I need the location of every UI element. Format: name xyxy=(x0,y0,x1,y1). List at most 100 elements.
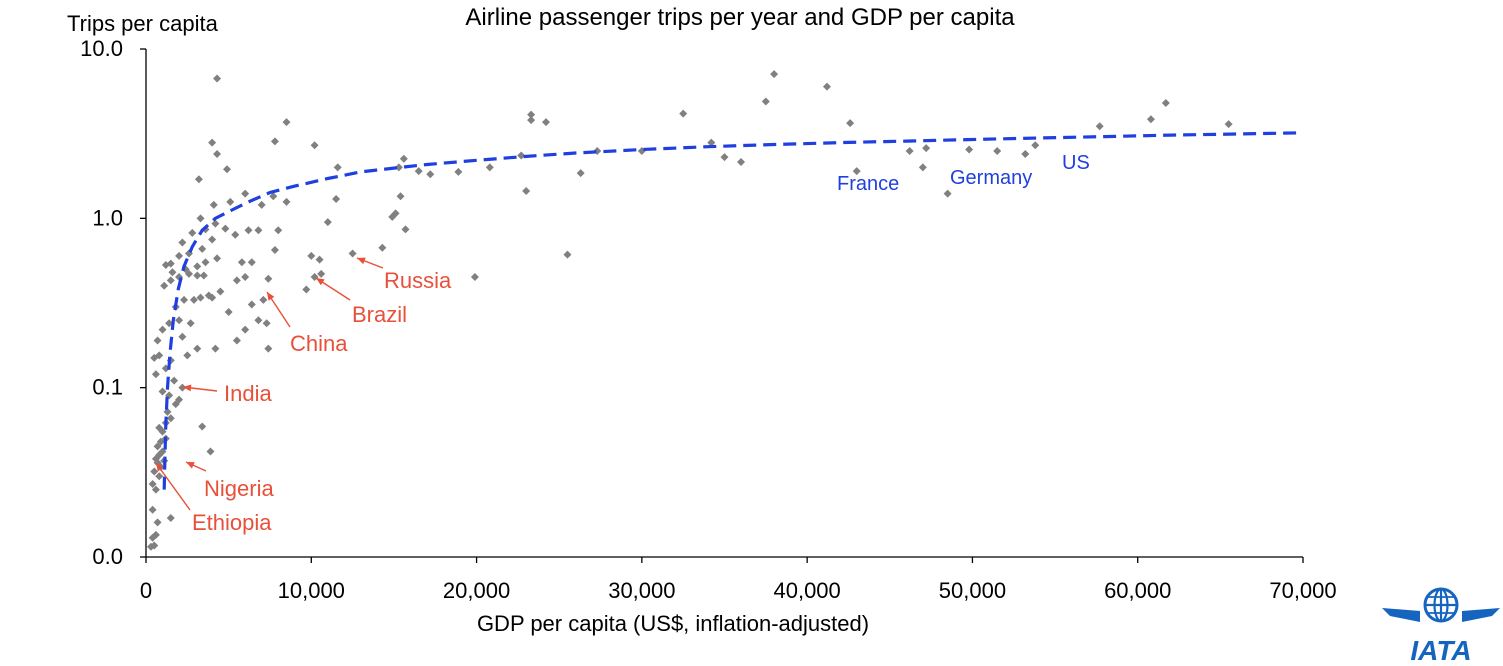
data-point xyxy=(679,109,688,118)
data-point xyxy=(151,530,160,539)
data-point xyxy=(315,255,324,264)
data-point xyxy=(161,261,170,270)
data-point xyxy=(211,344,220,353)
data-point xyxy=(720,153,729,162)
data-point xyxy=(231,230,240,239)
x-tick-label: 10,000 xyxy=(278,578,345,603)
data-point xyxy=(213,254,222,263)
annotation-russia: Russia xyxy=(384,268,452,293)
data-point xyxy=(918,163,927,172)
data-point xyxy=(396,192,405,201)
data-point xyxy=(208,138,217,147)
data-point xyxy=(186,319,195,328)
data-point xyxy=(414,167,423,176)
data-point xyxy=(737,158,746,167)
y-tick-label: 1.0 xyxy=(92,205,123,230)
data-point xyxy=(153,518,162,527)
data-point xyxy=(761,97,770,106)
data-point xyxy=(576,169,585,178)
x-tick-label: 50,000 xyxy=(939,578,1006,603)
data-point xyxy=(148,505,157,514)
data-point xyxy=(846,119,855,128)
data-point xyxy=(155,472,164,481)
data-points xyxy=(146,70,1233,551)
data-point xyxy=(237,258,246,267)
data-point xyxy=(943,189,952,198)
annotation-ethiopia: Ethiopia xyxy=(192,510,272,535)
data-point xyxy=(922,144,931,153)
data-point xyxy=(196,293,205,302)
data-point xyxy=(216,287,225,296)
wings-icon xyxy=(1382,608,1500,622)
annotation-arrowhead xyxy=(183,384,192,392)
annotation-arrowhead xyxy=(156,463,164,472)
annotation-arrowhead xyxy=(357,257,366,265)
data-point xyxy=(148,479,157,488)
data-point xyxy=(247,300,256,309)
data-point xyxy=(180,295,189,304)
data-point xyxy=(348,249,357,258)
data-point xyxy=(391,209,400,218)
x-tick-label: 30,000 xyxy=(608,578,675,603)
data-point xyxy=(193,262,202,271)
x-tick-label: 70,000 xyxy=(1269,578,1336,603)
data-point xyxy=(198,244,207,253)
data-point xyxy=(168,268,177,277)
data-point xyxy=(201,258,210,267)
data-point xyxy=(158,387,167,396)
data-point xyxy=(151,485,160,494)
annotation-brazil: Brazil xyxy=(352,302,407,327)
x-tick-label: 20,000 xyxy=(443,578,510,603)
data-point xyxy=(254,316,263,325)
data-point xyxy=(852,167,861,176)
data-point xyxy=(211,219,220,228)
data-point xyxy=(770,70,779,79)
data-point xyxy=(165,319,174,328)
data-point xyxy=(199,271,208,280)
data-point xyxy=(170,376,179,385)
data-point xyxy=(965,145,974,154)
data-point xyxy=(178,383,187,392)
data-point xyxy=(378,243,387,252)
data-point xyxy=(166,276,175,285)
data-point xyxy=(151,370,160,379)
data-point xyxy=(333,163,342,172)
data-point xyxy=(262,319,271,328)
data-point xyxy=(175,395,184,404)
globe-icon xyxy=(1423,587,1459,623)
data-point xyxy=(198,422,207,431)
data-point xyxy=(527,116,536,125)
data-point xyxy=(232,276,241,285)
annotation-us: US xyxy=(1062,152,1090,174)
data-point xyxy=(332,195,341,204)
data-point xyxy=(178,332,187,341)
data-point xyxy=(323,218,332,227)
data-point xyxy=(307,251,316,260)
x-tick-label: 60,000 xyxy=(1104,578,1171,603)
y-axis-ticks: 0.0 0.1 1.0 10.0 xyxy=(80,36,146,569)
x-axis-ticks: 0 10,000 20,000 30,000 40,000 50,000 60,000 70,… xyxy=(140,557,1337,603)
data-point xyxy=(196,214,205,223)
data-point xyxy=(399,154,408,163)
annotation-arrowhead xyxy=(267,292,275,301)
data-point xyxy=(241,189,250,198)
x-tick-label: 0 xyxy=(140,578,152,603)
data-point xyxy=(193,271,202,280)
data-point xyxy=(270,246,279,255)
data-point xyxy=(707,138,716,147)
data-point xyxy=(175,251,184,260)
annotation-china: China xyxy=(290,331,348,356)
y-tick-label: 10.0 xyxy=(80,36,123,61)
logo-text: IATA xyxy=(1410,635,1471,666)
axes xyxy=(145,49,1303,558)
data-point xyxy=(254,226,263,235)
data-point xyxy=(401,225,410,234)
data-point xyxy=(153,336,162,345)
annotation-india: India xyxy=(224,381,272,406)
data-point xyxy=(563,250,572,259)
annotation-arrowhead xyxy=(316,278,325,286)
data-point xyxy=(541,118,550,127)
data-point xyxy=(208,293,217,302)
y-tick-label: 0.1 xyxy=(92,375,123,400)
